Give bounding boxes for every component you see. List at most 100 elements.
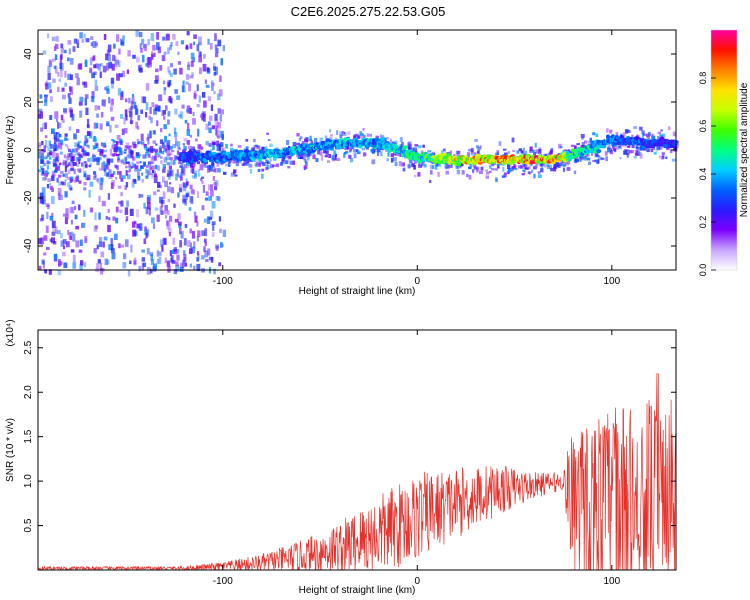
band-speck [145, 148, 149, 151]
noise-speck [162, 176, 165, 183]
noise-speck [212, 224, 215, 231]
band-speck [86, 140, 89, 143]
noise-speck [142, 262, 147, 267]
noise-speck [196, 44, 200, 52]
noise-speck [211, 86, 214, 91]
band-speck [431, 161, 435, 165]
band-speck [298, 137, 302, 142]
band-speck [633, 156, 637, 159]
band-speck [178, 161, 181, 165]
noise-speck [99, 262, 102, 271]
band-speck [255, 144, 259, 147]
band-speck [410, 147, 414, 153]
noise-speck [139, 43, 142, 49]
band-speck [122, 158, 126, 163]
band-speck [178, 174, 183, 178]
band-speck [132, 155, 135, 161]
band-speck [371, 159, 376, 165]
noise-speck [89, 57, 93, 66]
noise-speck [114, 124, 119, 128]
band-speck [56, 177, 59, 183]
noise-speck [214, 44, 218, 52]
noise-speck [113, 43, 116, 49]
noise-speck [97, 105, 101, 110]
band-speck [622, 132, 626, 137]
noise-speck [208, 216, 212, 220]
noise-speck [165, 105, 168, 111]
noise-speck [69, 207, 73, 214]
noise-speck [110, 77, 115, 84]
noise-speck [168, 231, 171, 237]
noise-speck [153, 52, 156, 57]
band-speck [78, 171, 82, 174]
noise-speck [198, 36, 202, 43]
noise-speck [106, 158, 111, 166]
noise-speck [219, 142, 224, 147]
band-speck [456, 169, 460, 175]
noise-speck [61, 119, 65, 123]
band-speck [529, 146, 533, 152]
noise-speck [215, 128, 218, 136]
noise-speck [59, 62, 63, 70]
noise-speck [84, 98, 87, 106]
noise-speck [198, 42, 202, 46]
band-speck [304, 154, 309, 158]
band-speck [267, 139, 271, 142]
noise-speck [146, 169, 149, 177]
band-speck [168, 165, 172, 170]
band-speck [319, 137, 324, 141]
noise-speck [133, 101, 137, 109]
band-speck [48, 182, 52, 186]
band-speck [85, 139, 89, 144]
noise-speck [192, 111, 195, 117]
band-speck [362, 128, 365, 131]
band-speck [642, 133, 646, 136]
noise-speck [191, 72, 194, 77]
noise-speck [171, 260, 176, 264]
band-speck [67, 156, 71, 160]
noise-speck [138, 67, 143, 73]
noise-speck [102, 241, 105, 248]
band-speck [178, 147, 181, 151]
noise-speck [159, 210, 163, 215]
noise-speck [90, 42, 93, 47]
noise-speck [164, 87, 167, 91]
ridge-point [673, 145, 678, 150]
band-speck [169, 182, 172, 185]
noise-speck [167, 145, 170, 151]
band-speck [348, 154, 352, 159]
band-speck [101, 149, 104, 154]
noise-speck [151, 217, 155, 224]
band-speck [549, 149, 553, 155]
band-speck [141, 172, 144, 176]
noise-speck [91, 72, 96, 79]
noise-speck [114, 233, 118, 240]
band-speck [522, 169, 526, 172]
band-speck [169, 145, 173, 149]
noise-speck [106, 88, 110, 94]
noise-speck [153, 175, 158, 184]
noise-speck [210, 80, 214, 85]
band-speck [176, 150, 180, 155]
band-speck [48, 151, 53, 156]
noise-speck [130, 120, 134, 124]
band-speck [201, 176, 205, 179]
band-speck [109, 158, 114, 163]
noise-speck [93, 122, 97, 129]
band-speck [523, 164, 528, 169]
band-speck [491, 163, 495, 167]
band-speck [528, 166, 531, 170]
snr-y-label: SNR (10 * v/v) [5, 418, 16, 482]
noise-speck [76, 163, 80, 167]
noise-speck [219, 228, 222, 234]
noise-speck [191, 246, 196, 254]
noise-speck [119, 201, 124, 207]
band-speck [201, 163, 205, 168]
noise-speck [140, 109, 144, 114]
noise-speck [214, 180, 219, 187]
band-speck [56, 166, 60, 171]
noise-speck [47, 72, 51, 81]
band-speck [546, 163, 550, 167]
band-speck [359, 131, 363, 136]
noise-speck [83, 81, 88, 88]
